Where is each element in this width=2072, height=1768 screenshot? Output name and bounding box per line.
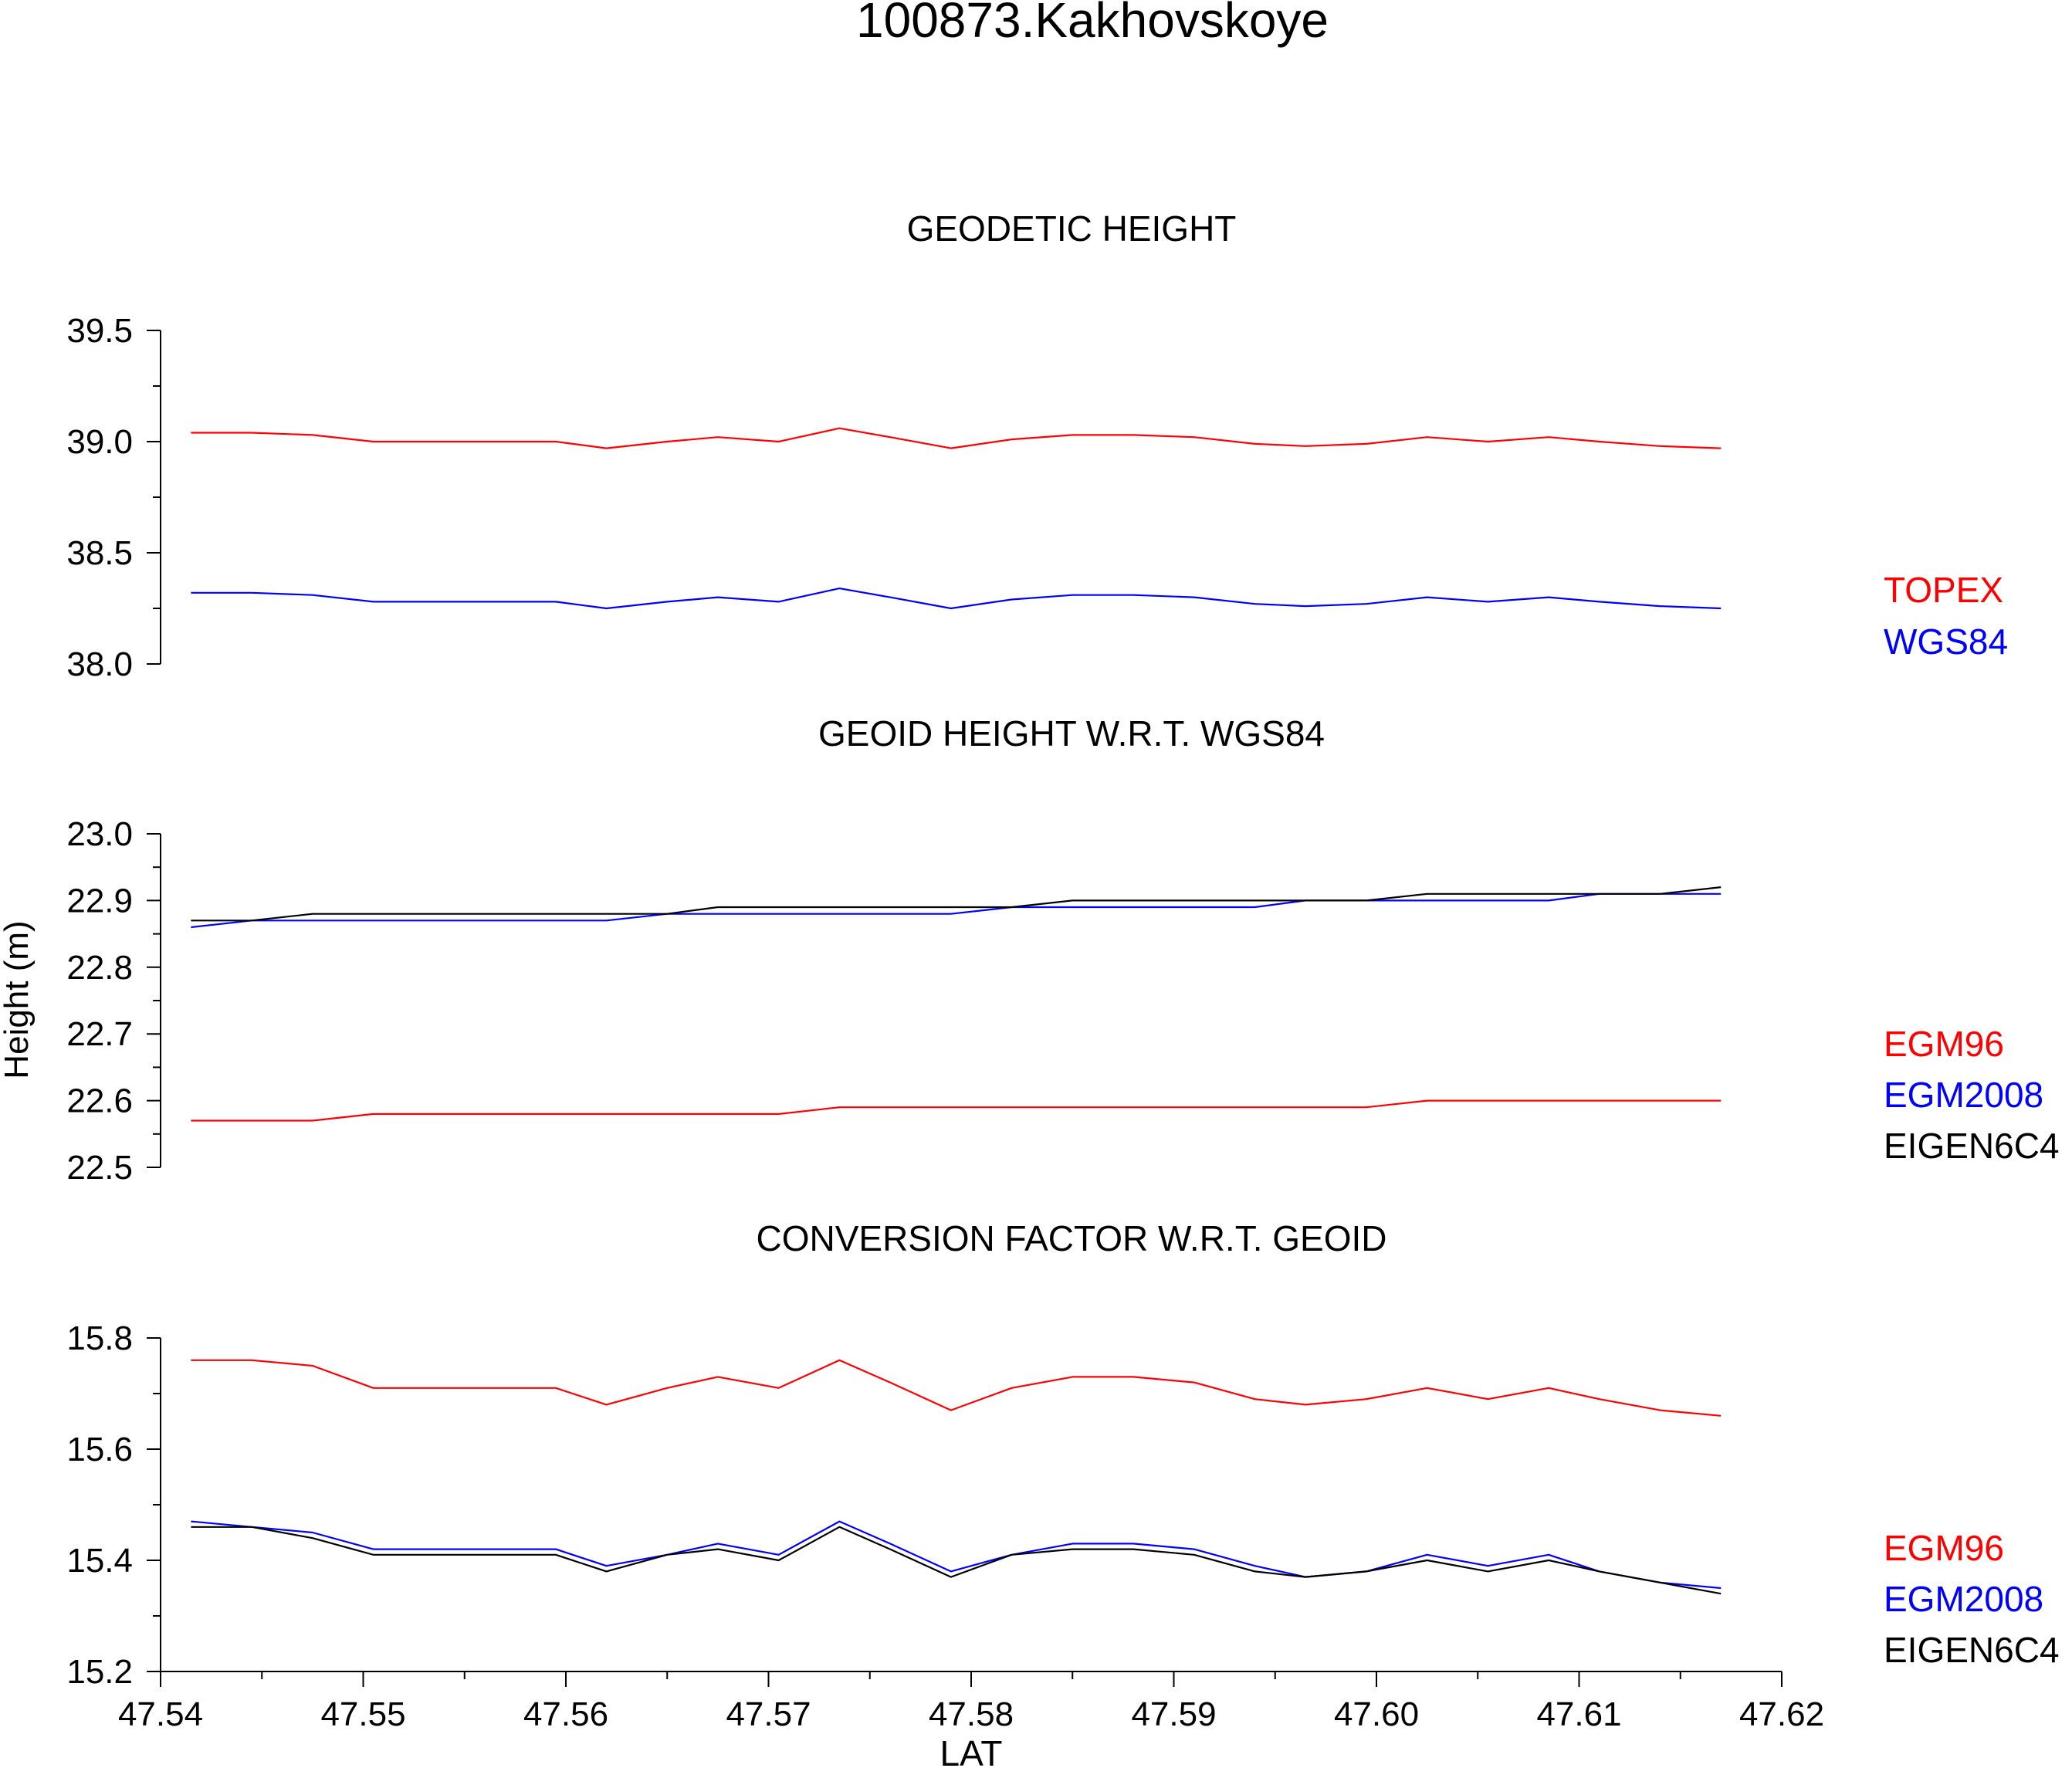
series-line-egm96: [191, 1099, 1722, 1122]
legend-entry-egm2008: EGM2008: [1884, 1579, 2043, 1619]
y-axis-label: Height (m): [0, 920, 36, 1079]
series-line-egm96: [191, 1359, 1722, 1417]
panel-2: GEOID HEIGHT W.R.T. WGS84 22.5 22.6 22.7 22.…: [66, 713, 2059, 1187]
x-tick-label: 47.60: [1334, 1695, 1419, 1733]
y-tick-label: 22.5: [66, 1149, 133, 1187]
x-tick-label: 47.57: [726, 1695, 811, 1733]
x-tick-label: 47.54: [118, 1695, 203, 1733]
x-tick-label: 47.59: [1131, 1695, 1216, 1733]
series-line-egm2008: [191, 1520, 1722, 1590]
series-line-topex: [191, 427, 1722, 449]
legend-entry-eigen6c4: EIGEN6C4: [1884, 1126, 2060, 1166]
series-line-wgs84: [191, 587, 1722, 610]
legend-entry-egm96: EGM96: [1884, 1024, 2004, 1064]
panels-layer: GEODETIC HEIGHT 38.0 38.5 39.0 39.5 TOPEX WGS8…: [66, 208, 2059, 1733]
y-tick-label: 22.9: [66, 882, 133, 920]
panel-title: GEOID HEIGHT W.R.T. WGS84: [818, 713, 1325, 754]
y-tick-label: 15.8: [66, 1319, 133, 1357]
series-line-eigen6c4: [191, 1526, 1722, 1595]
y-tick-label: 22.6: [66, 1082, 133, 1120]
panel-3: CONVERSION FACTOR W.R.T. GEOID 15.2 15.4 15…: [66, 1218, 2059, 1691]
y-tick-label: 39.5: [66, 312, 133, 350]
legend-entry-egm96: EGM96: [1884, 1528, 2004, 1568]
y-tick-label: 22.8: [66, 949, 133, 987]
y-tick-label: 23.0: [66, 815, 133, 853]
y-tick-label: 15.6: [66, 1431, 133, 1468]
x-tick-label: 47.55: [320, 1695, 405, 1733]
y-tick-label: 38.5: [66, 534, 133, 572]
x-axis-label: LAT: [940, 1733, 1003, 1768]
y-tick-label: 15.4: [66, 1542, 133, 1580]
series-line-egm2008: [191, 892, 1722, 929]
legend-entry-topex: TOPEX: [1884, 570, 2003, 610]
x-tick-label: 47.61: [1536, 1695, 1621, 1733]
legend-entry-egm2008: EGM2008: [1884, 1075, 2043, 1115]
x-tick-label: 47.58: [929, 1695, 1014, 1733]
panel-1: GEODETIC HEIGHT 38.0 38.5 39.0 39.5 TOPEX WGS8…: [66, 208, 2008, 683]
series-line-eigen6c4: [191, 886, 1722, 922]
legend-entry-eigen6c4: EIGEN6C4: [1884, 1630, 2060, 1670]
panel-title: CONVERSION FACTOR W.R.T. GEOID: [756, 1218, 1386, 1258]
legend-entry-wgs84: WGS84: [1884, 622, 2008, 662]
y-tick-label: 15.2: [66, 1653, 133, 1691]
y-tick-label: 39.0: [66, 423, 133, 461]
panel-title: GEODETIC HEIGHT: [907, 208, 1237, 249]
x-tick-label: 47.62: [1739, 1695, 1824, 1733]
x-tick-label: 47.56: [523, 1695, 608, 1733]
y-tick-label: 22.7: [66, 1015, 133, 1053]
chart-title: 100873.Kakhovskoye: [856, 0, 1329, 48]
y-tick-label: 38.0: [66, 645, 133, 683]
